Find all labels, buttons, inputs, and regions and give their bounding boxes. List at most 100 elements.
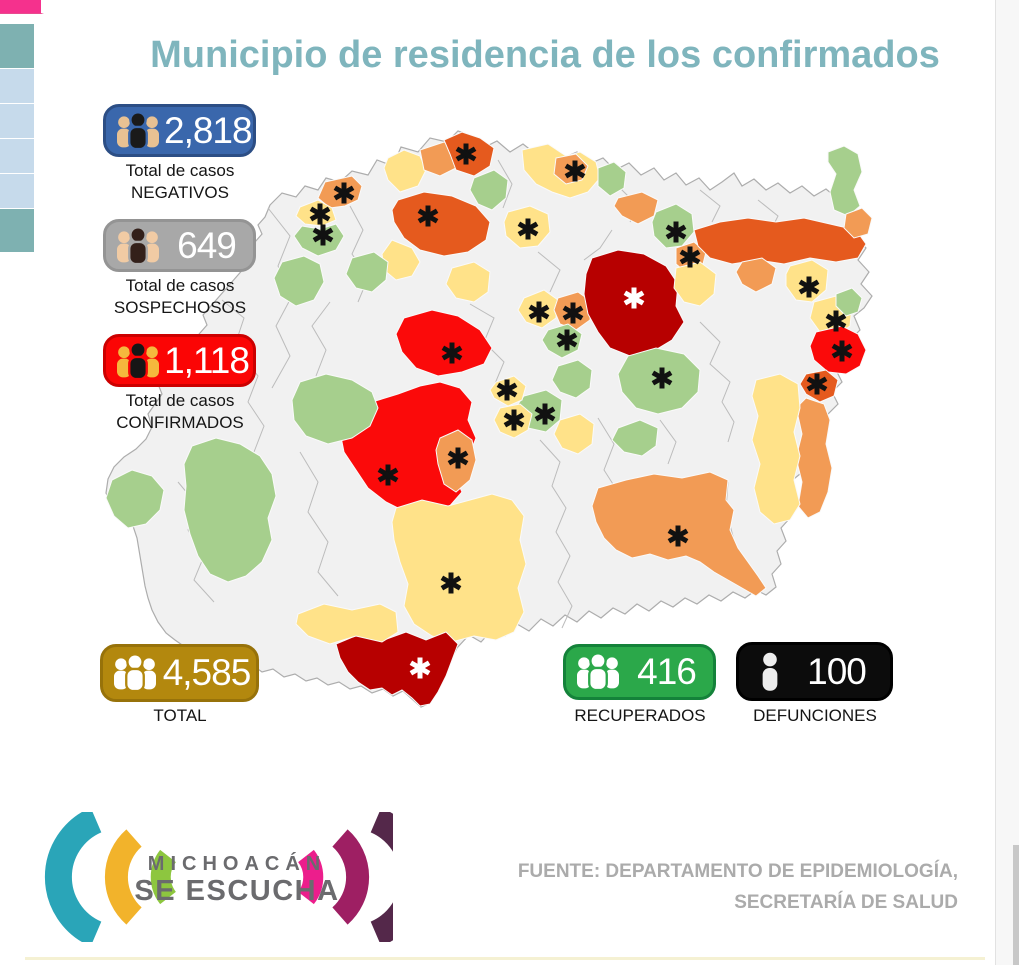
source-line1: FUENTE: DEPARTAMENTO DE EPIDEMIOLOGÍA, [517,861,958,882]
municipality-region-nc-green-2 [273,255,325,307]
deaths-asterisk-marker [831,340,853,362]
stat-label-line1: TOTAL [153,706,207,725]
scrollbar-thumb[interactable] [1013,845,1019,965]
municipality-region-zamora [391,191,491,257]
municipality-region-center-yellow-2 [445,261,491,303]
person-center-body [128,125,148,150]
deaths-asterisk-marker [503,409,525,431]
municipality-border [497,159,513,209]
logo-arc-left-middle [104,829,143,925]
deaths-asterisk-marker [440,572,462,594]
person-center-head [126,653,144,671]
stat-value-recuperados: 416 [637,651,697,692]
source-line2: SECRETARÍA DE SALUD [734,892,958,913]
person-center-body [588,666,608,692]
deaths-asterisk-marker [556,329,578,351]
stat-label-line1: Total de casos [125,391,235,410]
person-right-body [142,670,156,690]
stat-label-line1: Total de casos [125,161,235,180]
municipality-border [299,451,339,597]
deaths-asterisk-marker [562,302,584,324]
person-center-head [129,110,147,129]
deaths-asterisk-marker [409,657,431,679]
side-square [0,24,34,68]
stat-card-recuperados: 416 [563,644,716,700]
person-right-head [143,658,155,671]
logo-arc-right-inner [297,849,324,905]
deaths-asterisk-marker [517,218,539,240]
person-left-body [117,128,131,147]
logo-text-se-escucha: SE ESCUCHA [134,875,339,907]
deaths-asterisk-marker [333,182,355,204]
deaths-asterisk-marker [665,221,687,243]
person-left-head [115,658,127,671]
page-title: Municipio de residencia de los confirmad… [150,34,940,76]
stat-label-sospechosos: Total de casos SOSPECHOSOS [95,275,265,319]
person-right-body [145,243,159,262]
municipality-region-ne-orange-3 [843,207,873,239]
municipality-region-nc-green-1 [345,251,389,293]
municipality-region-top-green-2 [597,161,627,197]
deaths-asterisk-marker [496,379,518,401]
deaths-asterisk-marker [534,403,556,425]
person-center-head [589,652,607,670]
stat-card-negativos: 2,818 [103,104,256,157]
people-group-icon [117,110,159,150]
deaths-asterisk-marker [623,287,645,309]
municipality-region-se-yellow-1 [553,413,595,455]
stat-value-confirmados: 1,118 [164,339,250,381]
deaths-asterisk-marker [528,301,550,323]
stat-label-total: TOTAL [95,705,265,727]
stat-label-line2: NEGATIVOS [131,183,229,202]
deaths-asterisk-marker [651,367,673,389]
municipality-region-se-green-1 [611,419,659,457]
stat-value-negativos: 2,818 [164,109,253,151]
stat-label-line1: RECUPERADOS [574,706,706,725]
deaths-asterisk-marker [564,160,586,182]
stat-label-negativos: Total de casos NEGATIVOS [95,160,265,204]
deaths-asterisk-marker [825,310,847,332]
stat-card-defunciones: 100 [736,642,893,701]
stat-value-defunciones: 100 [807,650,867,692]
logo-arc-right-middle [331,829,370,925]
stat-label-line1: Total de casos [125,276,235,295]
person-right-body [145,128,159,147]
municipality-region-east-orange-strip [795,397,833,519]
stat-label-recuperados: RECUPERADOS [555,705,725,727]
person-left-head [118,345,130,358]
municipality-region-charo-yellow [673,261,717,307]
people-group-icon [117,225,159,265]
side-square-column [0,24,34,253]
person-left-head [118,115,130,128]
municipality-region-lazaro-cardenas [335,631,459,707]
deaths-asterisk-marker [798,276,820,298]
side-square [0,209,34,252]
stat-label-line2: CONFIRMADOS [116,413,244,432]
person-right-head [146,115,158,128]
person-right-head [606,657,618,670]
person-left-body [117,358,131,377]
source-footer: FUENTE: DEPARTAMENTO DE EPIDEMIOLOGÍA, S… [480,856,958,918]
person-left-body [114,670,128,690]
logo-arc-left-inner [150,849,177,905]
right-edge-strip [995,0,1019,965]
municipality-region-west-green-mid [291,373,379,445]
municipality-region-ne-orange-2 [735,257,777,293]
deaths-asterisk-marker [309,203,331,225]
logo-text-michoacan: MICHOACÁN [148,852,326,875]
person-center-head [129,225,147,244]
municipality-border [311,301,331,377]
municipality-border [699,321,735,443]
stat-card-confirmados: 1,118 [103,334,256,387]
municipality-region-apatzingan [391,493,527,643]
side-square [0,139,34,173]
person-left-body [577,669,591,689]
municipality-region-ne-finger [827,145,863,217]
deaths-asterisk-marker [667,525,689,547]
pink-corner-block [0,0,44,14]
person-left-body [117,243,131,262]
person-center-body [128,240,148,265]
municipality-border [539,439,573,629]
logo-arc-left-outer [44,812,102,942]
person-icon [762,652,778,691]
